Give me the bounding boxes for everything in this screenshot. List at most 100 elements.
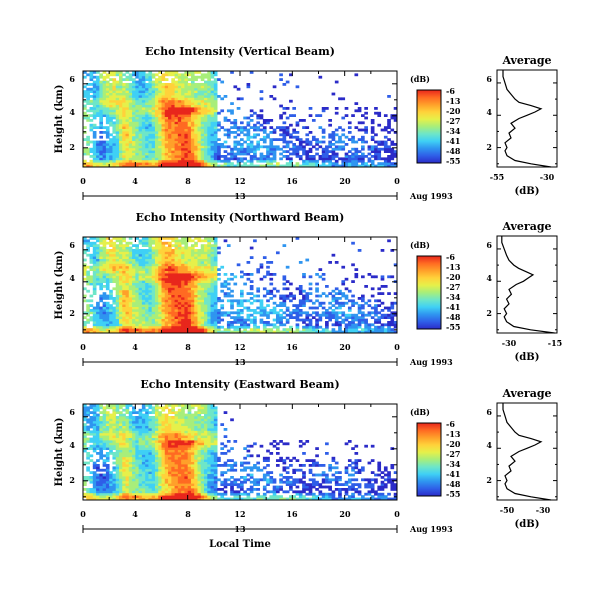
heatmap-cell bbox=[132, 152, 136, 156]
heatmap-cell bbox=[341, 313, 346, 317]
heatmap-cell bbox=[269, 143, 274, 146]
heatmap-cell bbox=[194, 107, 198, 110]
heatmap-cell bbox=[220, 143, 225, 146]
heatmap-cell bbox=[96, 301, 100, 305]
heatmap-cell bbox=[102, 485, 107, 489]
heatmap-cell bbox=[361, 121, 365, 125]
heatmap-cell bbox=[154, 292, 159, 295]
heatmap-cell bbox=[89, 159, 94, 163]
heatmap-cell bbox=[249, 157, 254, 161]
heatmap-cell bbox=[259, 128, 264, 132]
heatmap-cell bbox=[318, 126, 323, 129]
heatmap-cell bbox=[226, 321, 231, 324]
heatmap-cell bbox=[181, 155, 185, 158]
heatmap-cell bbox=[246, 488, 251, 491]
heatmap-cell bbox=[118, 237, 123, 240]
heatmap-cell bbox=[393, 119, 398, 122]
heatmap-cell bbox=[115, 155, 120, 158]
heatmap-cell bbox=[262, 328, 267, 331]
heatmap-cell bbox=[295, 328, 300, 331]
heatmap-cell bbox=[174, 71, 179, 74]
heatmap-cell bbox=[315, 287, 319, 291]
heatmap-cell bbox=[223, 239, 228, 243]
heatmap-cell bbox=[171, 261, 175, 264]
heatmap-cell bbox=[89, 155, 94, 158]
heatmap-cell bbox=[154, 265, 159, 269]
heatmap-cell bbox=[213, 246, 218, 250]
heatmap-cell bbox=[118, 157, 123, 161]
heatmap-cell bbox=[174, 114, 179, 117]
heatmap-cell bbox=[122, 97, 126, 101]
heatmap-cell bbox=[118, 159, 123, 163]
heatmap-cell bbox=[148, 116, 153, 120]
heatmap-cell bbox=[334, 140, 339, 144]
heatmap-cell bbox=[168, 292, 172, 295]
heatmap-cell bbox=[321, 273, 326, 276]
heatmap-cell bbox=[171, 239, 175, 243]
heatmap-cell bbox=[377, 485, 382, 489]
heatmap-cell bbox=[112, 87, 117, 91]
heatmap-cell bbox=[226, 277, 231, 281]
heatmap-cell bbox=[118, 150, 123, 153]
heatmap-cell bbox=[181, 492, 185, 496]
heatmap-cell bbox=[213, 277, 218, 281]
heatmap-cell bbox=[262, 313, 267, 317]
heatmap-cell bbox=[118, 299, 123, 303]
heatmap-cell bbox=[184, 268, 189, 271]
heatmap-cell bbox=[171, 92, 175, 96]
heatmap-cell bbox=[204, 256, 208, 259]
heatmap-cell bbox=[289, 294, 293, 298]
y-tick-label: 6 bbox=[69, 240, 75, 250]
heatmap-cell bbox=[230, 299, 234, 303]
heatmap-cell bbox=[204, 321, 208, 324]
heatmap-cell bbox=[161, 78, 166, 81]
heatmap-cell bbox=[204, 80, 208, 84]
heatmap-cell bbox=[125, 104, 130, 108]
heatmap-cell bbox=[96, 270, 100, 274]
heatmap-cell bbox=[213, 78, 218, 81]
heatmap-cell bbox=[259, 116, 264, 120]
heatmap-cell bbox=[171, 78, 175, 81]
heatmap-cell bbox=[190, 280, 195, 283]
heatmap-cell bbox=[213, 256, 218, 259]
heatmap-cell bbox=[364, 328, 368, 331]
heatmap-cell bbox=[92, 102, 97, 105]
heatmap-cell bbox=[236, 304, 241, 307]
heatmap-cell bbox=[187, 104, 192, 108]
heatmap-cell bbox=[151, 289, 156, 293]
heatmap-cell bbox=[151, 164, 156, 168]
heatmap-cell bbox=[99, 268, 104, 271]
heatmap-cell bbox=[145, 258, 149, 262]
heatmap-cell bbox=[92, 71, 97, 74]
heatmap-cell bbox=[145, 280, 149, 283]
heatmap-cell bbox=[240, 97, 244, 101]
heatmap-cell bbox=[194, 119, 198, 122]
heatmap-cell bbox=[148, 318, 153, 322]
heatmap-cell bbox=[387, 145, 391, 149]
heatmap-cell bbox=[187, 488, 192, 491]
heatmap-cell bbox=[347, 330, 352, 334]
heatmap-cell bbox=[361, 164, 365, 168]
heatmap-cell bbox=[315, 306, 319, 310]
heatmap-cell bbox=[325, 107, 329, 110]
heatmap-cell bbox=[122, 318, 126, 322]
heatmap-cell bbox=[223, 164, 228, 168]
heatmap-cell bbox=[341, 162, 346, 165]
colorbar-tick: -34 bbox=[446, 292, 461, 302]
heatmap-cell bbox=[138, 159, 143, 163]
heatmap-cell bbox=[207, 138, 211, 141]
heatmap-cell bbox=[86, 97, 90, 101]
heatmap-cell bbox=[328, 135, 332, 139]
heatmap-cell bbox=[109, 270, 113, 274]
heatmap-cell bbox=[334, 488, 339, 491]
heatmap-ticks bbox=[82, 237, 398, 333]
heatmap-cell bbox=[305, 294, 310, 298]
heatmap-cell bbox=[220, 488, 225, 491]
heatmap-cell bbox=[168, 289, 172, 293]
heatmap-cell bbox=[141, 323, 146, 327]
heatmap-cell bbox=[204, 111, 208, 115]
heatmap-cell bbox=[341, 292, 346, 295]
heatmap-cell bbox=[338, 495, 342, 498]
heatmap-cell bbox=[135, 140, 139, 144]
heatmap-cell bbox=[318, 155, 323, 158]
